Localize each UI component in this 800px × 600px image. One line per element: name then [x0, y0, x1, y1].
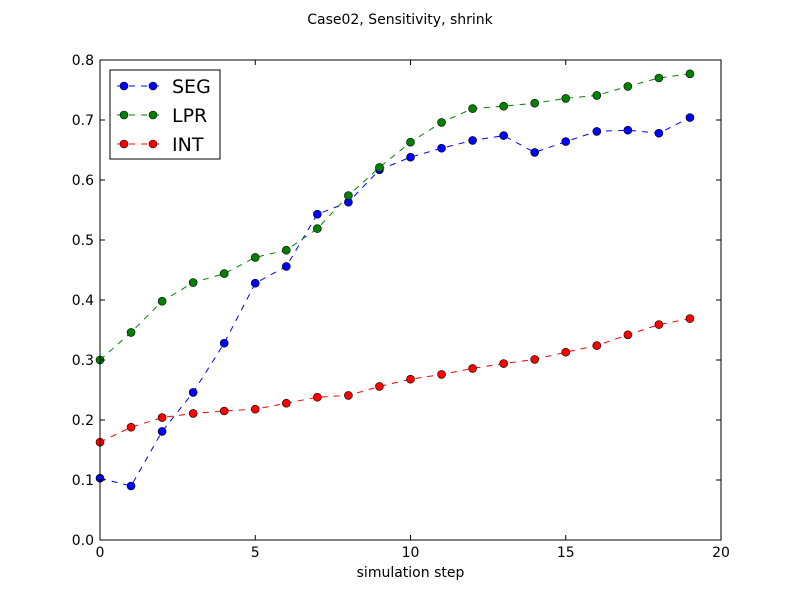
data-point-int [375, 382, 384, 391]
data-point-lpr [530, 98, 540, 108]
x-axis-label: simulation step [357, 565, 465, 581]
legend-marker [148, 81, 158, 91]
data-point-int [344, 391, 353, 400]
data-point-int [592, 341, 602, 350]
x-tick-label: 5 [251, 545, 260, 561]
x-tick-label: 20 [712, 545, 730, 561]
legend-item-seg: SEG [117, 76, 211, 98]
data-point-seg [437, 143, 446, 153]
data-point-seg [281, 262, 291, 271]
data-point-seg [157, 427, 167, 436]
data-point-int [685, 314, 695, 323]
data-point-lpr [685, 69, 695, 79]
data-point-seg [468, 136, 477, 145]
legend-item-lpr: LPR [117, 105, 207, 127]
data-point-lpr [406, 137, 415, 147]
legend-marker [119, 139, 129, 149]
data-point-seg [313, 209, 322, 219]
legend: SEG LPR INT [109, 69, 221, 160]
data-point-seg [530, 148, 540, 157]
data-point-int [530, 355, 540, 364]
data-point-lpr [157, 296, 167, 306]
data-point-seg [188, 388, 198, 397]
plot-area: 0 5 10 15 20 0.0 0.1 0.2 0.3 0.4 0.5 0.6 0.7 0.8 SEG LP… [72, 53, 730, 561]
series-lpr [95, 69, 695, 365]
data-point-lpr [126, 328, 136, 337]
data-point-int [157, 413, 167, 422]
data-point-seg [623, 125, 633, 135]
data-point-int [623, 330, 633, 340]
data-point-int [561, 347, 571, 357]
data-point-lpr [313, 224, 322, 233]
data-point-seg [126, 481, 136, 491]
data-point-lpr [375, 163, 384, 172]
series-line-lpr [99, 73, 691, 361]
x-tick-label: 10 [402, 545, 420, 561]
y-tick-label: 0.1 [72, 473, 94, 489]
data-point-lpr [654, 73, 664, 83]
y-tick-label: 0.5 [72, 233, 94, 249]
legend-marker [119, 110, 129, 120]
data-point-seg [250, 278, 260, 288]
data-point-seg [406, 152, 415, 162]
data-point-seg [592, 127, 602, 136]
y-tick-label: 0.7 [72, 113, 94, 129]
y-tick-label: 0.4 [72, 293, 94, 309]
data-point-int [437, 370, 446, 379]
data-point-lpr [561, 94, 571, 103]
data-point-int [406, 374, 415, 384]
legend-label: LPR [172, 105, 207, 127]
legend-label: INT [172, 134, 204, 156]
legend-item-int: INT [117, 134, 204, 156]
data-point-int [654, 320, 664, 329]
data-point-lpr [250, 253, 260, 262]
x-tick-label: 0 [96, 545, 105, 561]
data-point-lpr [468, 104, 477, 113]
data-point-lpr [592, 91, 602, 100]
legend-marker [148, 139, 158, 149]
data-point-lpr [219, 269, 229, 278]
data-point-int [468, 364, 477, 373]
legend-label: SEG [172, 76, 211, 98]
data-point-lpr [344, 191, 353, 200]
series-line-int [99, 318, 691, 443]
x-tick-label: 15 [557, 545, 575, 561]
data-point-int [126, 422, 136, 432]
data-point-lpr [188, 278, 198, 287]
legend-box [109, 69, 221, 160]
data-point-int [188, 409, 198, 418]
data-point-lpr [623, 82, 633, 91]
data-point-int [499, 359, 508, 368]
y-tick-label: 0.6 [72, 173, 94, 189]
y-tick-label: 0.3 [72, 353, 94, 369]
data-point-seg [654, 128, 664, 138]
data-point-seg [685, 113, 695, 122]
legend-marker [148, 110, 158, 120]
data-point-int [313, 392, 322, 402]
y-tick-label: 0.0 [72, 533, 94, 549]
data-point-seg [499, 131, 508, 140]
series-int [95, 314, 695, 447]
data-point-lpr [499, 101, 508, 111]
data-point-lpr [281, 245, 291, 255]
data-point-lpr [437, 118, 446, 127]
chart-title: Case02, Sensitivity, shrink [307, 12, 493, 28]
data-point-seg [561, 137, 571, 146]
series-line-seg [99, 117, 691, 487]
data-point-int [281, 398, 291, 408]
series-seg [95, 113, 695, 491]
y-tick-label: 0.2 [72, 413, 94, 429]
data-point-seg [219, 338, 229, 348]
legend-marker [119, 81, 129, 91]
y-tick-label: 0.8 [72, 53, 94, 69]
data-point-int [250, 404, 260, 414]
data-point-int [219, 406, 229, 416]
